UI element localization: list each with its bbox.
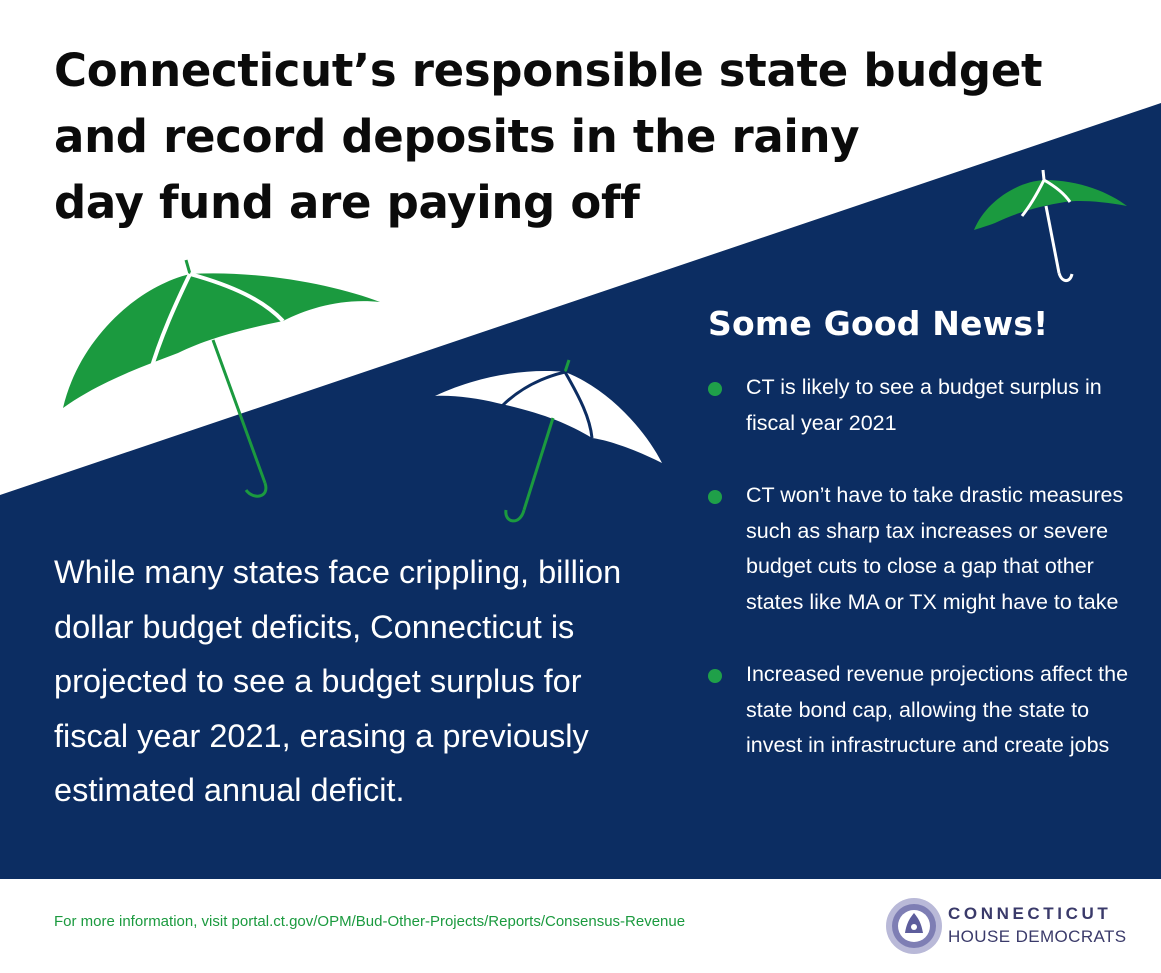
good-news-list: CT is likely to see a budget surplus in … <box>704 370 1134 764</box>
list-item: CT won’t have to take drastic measures s… <box>704 478 1134 620</box>
more-info-link[interactable]: For more information, visit portal.ct.go… <box>54 913 686 930</box>
list-item-text: CT is likely to see a budget surplus in … <box>746 375 1102 435</box>
seal-icon <box>886 898 942 954</box>
list-item-text: CT won’t have to take drastic measures s… <box>746 483 1124 614</box>
headline-line-3: day fund are paying off <box>54 176 640 229</box>
list-item-text: Increased revenue projections affect the… <box>746 662 1129 757</box>
footer <box>0 879 1161 973</box>
bullet-icon <box>708 382 722 396</box>
small-green-umbrella-icon <box>974 169 1127 283</box>
logo-subtitle: HOUSE DEMOCRATS <box>948 927 1127 946</box>
white-umbrella-icon <box>435 359 662 523</box>
headline: Connecticut’s responsible state budget a… <box>54 38 1054 236</box>
logo-title: CONNECTICUT <box>948 904 1112 923</box>
list-item: Increased revenue projections affect the… <box>704 657 1134 764</box>
list-item: CT is likely to see a budget surplus in … <box>704 370 1134 441</box>
headline-line-2: and record deposits in the rainy <box>54 110 860 163</box>
bullet-icon <box>708 490 722 504</box>
bullet-icon <box>708 669 722 683</box>
green-umbrella-icon <box>63 259 380 498</box>
good-news-heading: Some Good News! <box>708 304 1049 343</box>
main-statement: While many states face crippling, billio… <box>54 554 622 808</box>
headline-line-1: Connecticut’s responsible state budget <box>54 44 1043 97</box>
